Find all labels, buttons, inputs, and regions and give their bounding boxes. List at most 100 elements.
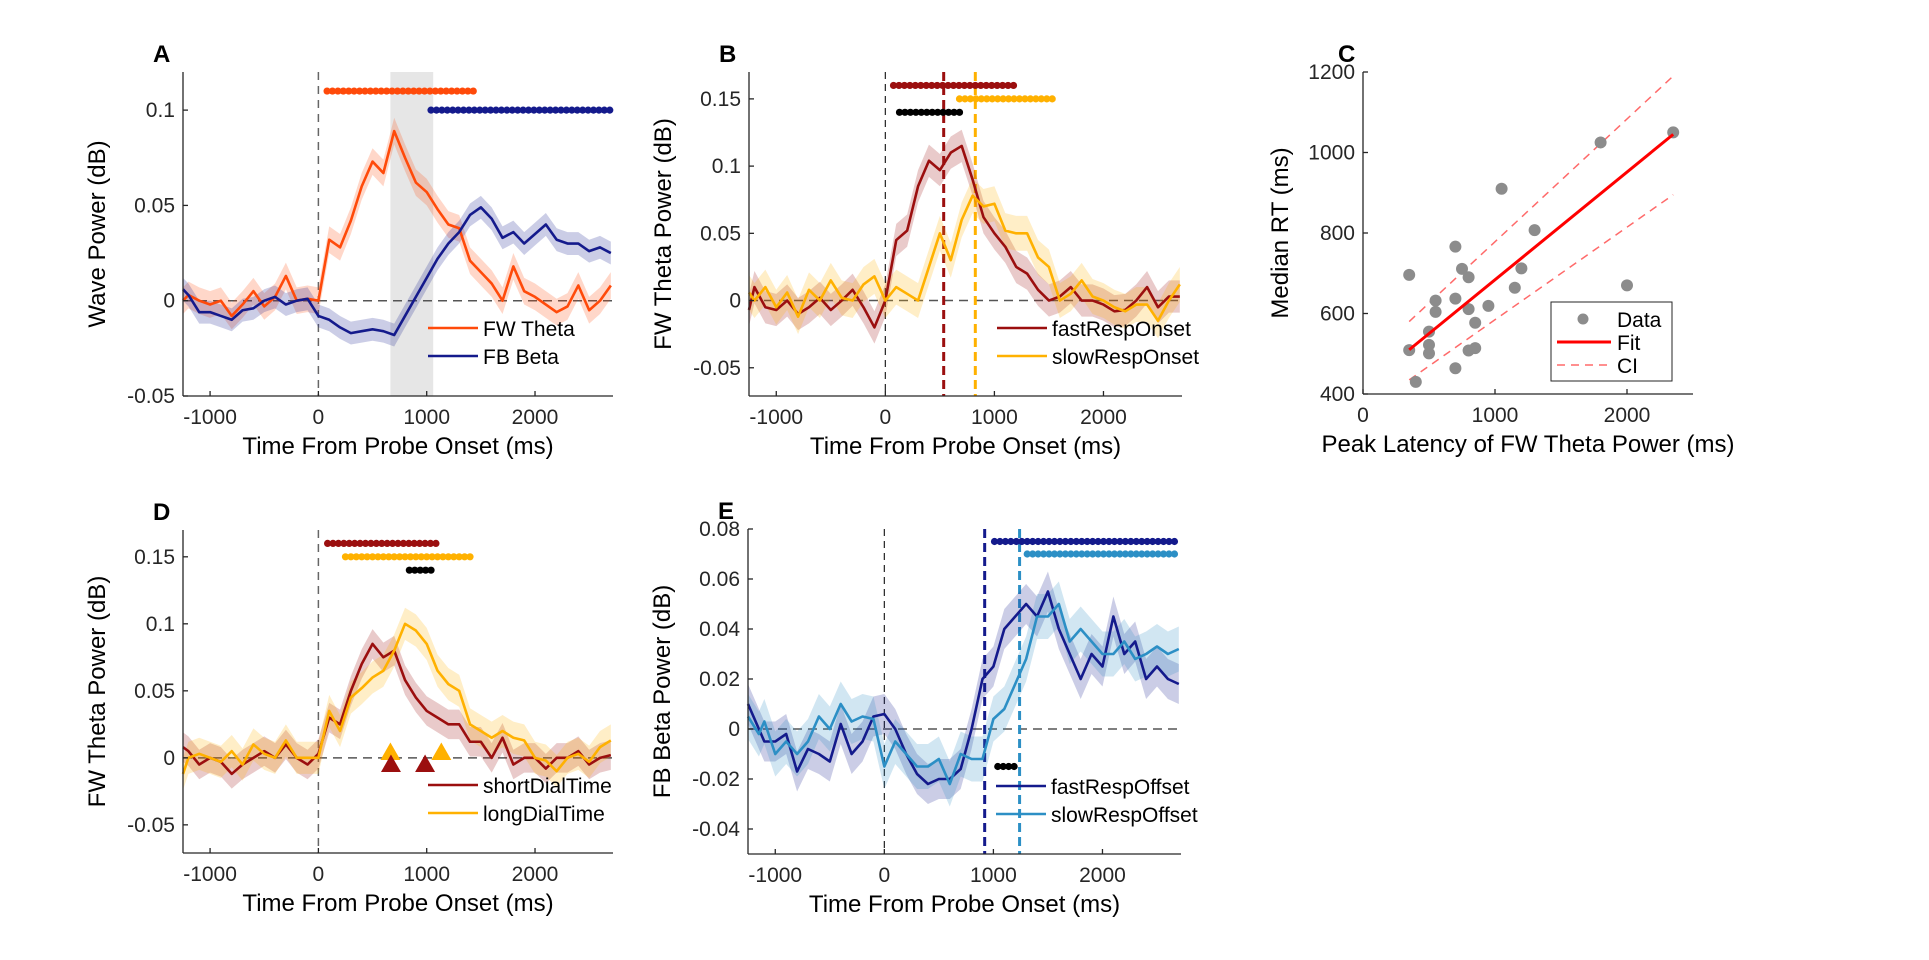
y-tick-label: 1000 bbox=[1308, 142, 1355, 165]
x-tick-label: -1000 bbox=[183, 406, 237, 429]
significance-dot bbox=[497, 106, 506, 114]
significance-dot bbox=[394, 539, 402, 548]
data-point bbox=[1449, 240, 1462, 253]
significance-dot bbox=[1159, 537, 1168, 546]
significance-dot bbox=[983, 95, 991, 103]
significance-bar bbox=[405, 566, 435, 574]
significance-dot bbox=[340, 539, 348, 548]
significance-dot bbox=[961, 95, 969, 103]
significance-dot bbox=[431, 87, 439, 95]
significance-dot bbox=[1072, 537, 1080, 546]
significance-dot bbox=[455, 553, 463, 561]
legend: fastRespOnset slowRespOnset bbox=[997, 318, 1199, 369]
legend-label: CI bbox=[1617, 355, 1638, 378]
significance-dot bbox=[990, 537, 999, 546]
y-axis-label: FW Theta Power (dB) bbox=[650, 118, 677, 350]
panel-label: A bbox=[153, 41, 170, 68]
significance-dot bbox=[352, 553, 360, 561]
significance-dot bbox=[427, 106, 435, 114]
significance-dot bbox=[584, 106, 592, 114]
significance-dot bbox=[1045, 550, 1053, 558]
significance-bar bbox=[994, 762, 1018, 771]
y-tick-label: -0.05 bbox=[127, 814, 175, 837]
significance-dot bbox=[420, 87, 429, 95]
significance-dot bbox=[363, 553, 371, 561]
significance-dot bbox=[1007, 537, 1015, 546]
significance-bar bbox=[427, 106, 614, 114]
y-tick-label: 0.1 bbox=[146, 99, 175, 122]
significance-dot bbox=[443, 106, 451, 114]
significance-dot bbox=[595, 106, 603, 114]
legend-swatch-data bbox=[1577, 313, 1589, 325]
data-point bbox=[1462, 271, 1475, 284]
data-point bbox=[1409, 375, 1422, 388]
series-line-slowRespOffset bbox=[746, 602, 1180, 786]
significance-dot bbox=[453, 87, 461, 95]
x-tick-label: 2000 bbox=[1079, 864, 1126, 887]
significance-dot bbox=[417, 553, 425, 561]
data-point bbox=[1528, 224, 1541, 237]
significance-dot bbox=[355, 87, 364, 95]
triangle-marker bbox=[431, 742, 452, 760]
significance-dot bbox=[428, 553, 436, 561]
significance-dot bbox=[901, 108, 909, 116]
significance-dot bbox=[399, 87, 407, 95]
series-line-slowRespOnset bbox=[747, 194, 1181, 323]
panel-label: D bbox=[153, 499, 170, 526]
significance-dot bbox=[1170, 550, 1179, 558]
legend: FW Theta FB Beta bbox=[428, 318, 575, 369]
significance-dot bbox=[410, 87, 418, 95]
triangle-marker bbox=[415, 754, 436, 773]
significance-dot bbox=[906, 81, 914, 90]
significance-dot bbox=[368, 553, 377, 561]
significance-dot bbox=[551, 106, 560, 114]
significance-dot bbox=[1149, 537, 1157, 546]
significance-dot bbox=[1045, 537, 1053, 546]
significance-dot bbox=[378, 539, 386, 548]
significance-dot bbox=[1050, 537, 1059, 546]
significance-dot bbox=[345, 87, 353, 95]
significance-dot bbox=[541, 106, 549, 114]
significance-bar bbox=[323, 539, 440, 548]
significance-dot bbox=[1083, 537, 1091, 546]
significance-dot bbox=[1034, 537, 1042, 546]
significance-dot bbox=[406, 553, 415, 561]
significance-dot bbox=[1121, 550, 1129, 558]
significance-dot bbox=[459, 106, 468, 114]
x-tick-label: 0 bbox=[313, 406, 325, 429]
significance-dot bbox=[971, 81, 979, 90]
significance-dot bbox=[476, 106, 484, 114]
panel-a: -1000 0 1000 2000 -0.05 0 0.05 0.1 Time From Pro… bbox=[84, 41, 614, 460]
significance-dot bbox=[535, 106, 543, 114]
legend-label: Data bbox=[1617, 309, 1662, 332]
significance-dot bbox=[1034, 550, 1042, 558]
significance-dot bbox=[889, 81, 898, 90]
legend-label: fastRespOnset bbox=[1052, 318, 1191, 341]
y-axis-label: Median RT (ms) bbox=[1267, 147, 1294, 318]
series-line-longDialTime bbox=[181, 622, 612, 775]
error-band-FW Theta bbox=[183, 117, 611, 330]
legend-label: shortDialTime bbox=[483, 775, 612, 798]
ci-upper-line bbox=[1408, 75, 1674, 323]
y-tick-label: 0.04 bbox=[699, 618, 740, 641]
significance-bar bbox=[990, 537, 1179, 546]
significance-dot bbox=[422, 566, 430, 574]
significance-dot bbox=[492, 106, 500, 114]
significance-dot bbox=[1061, 550, 1069, 558]
significance-dot bbox=[1067, 550, 1075, 558]
y-tick-label: 0.1 bbox=[712, 155, 741, 178]
significance-dot bbox=[895, 108, 904, 116]
y-tick-label: 400 bbox=[1320, 383, 1355, 406]
data-point bbox=[1449, 362, 1462, 375]
significance-dot bbox=[1110, 550, 1119, 558]
significance-dot bbox=[444, 553, 452, 561]
significance-dot bbox=[439, 553, 447, 561]
series-line-fastRespOnset bbox=[747, 144, 1180, 329]
significance-dot bbox=[404, 87, 412, 95]
significance-dot bbox=[999, 95, 1007, 103]
significance-dot bbox=[464, 87, 472, 95]
significance-dot bbox=[426, 539, 435, 548]
significance-dot bbox=[1009, 81, 1018, 90]
significance-dot bbox=[1143, 550, 1151, 558]
